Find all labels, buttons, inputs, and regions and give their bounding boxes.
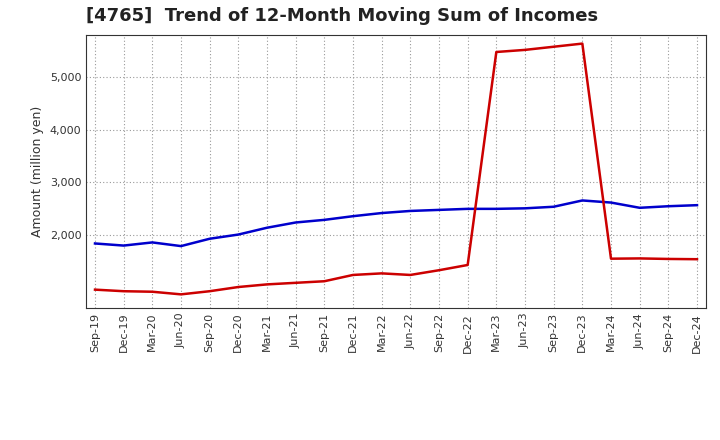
- Ordinary Income: [578, 198, 587, 203]
- Net Income: [205, 289, 214, 294]
- Net Income: [91, 287, 99, 292]
- Net Income: [521, 47, 529, 52]
- Net Income: [377, 271, 386, 276]
- Ordinary Income: [664, 204, 672, 209]
- Net Income: [406, 272, 415, 278]
- Ordinary Income: [292, 220, 300, 225]
- Net Income: [693, 257, 701, 262]
- Ordinary Income: [635, 205, 644, 210]
- Ordinary Income: [148, 240, 157, 245]
- Net Income: [348, 272, 357, 278]
- Line: Ordinary Income: Ordinary Income: [95, 201, 697, 246]
- Ordinary Income: [521, 205, 529, 211]
- Net Income: [578, 41, 587, 46]
- Net Income: [176, 292, 185, 297]
- Line: Net Income: Net Income: [95, 44, 697, 294]
- Ordinary Income: [348, 213, 357, 219]
- Ordinary Income: [234, 232, 243, 237]
- Net Income: [435, 268, 444, 273]
- Net Income: [148, 289, 157, 294]
- Net Income: [263, 282, 271, 287]
- Ordinary Income: [320, 217, 328, 223]
- Ordinary Income: [120, 243, 128, 248]
- Net Income: [464, 262, 472, 268]
- Y-axis label: Amount (million yen): Amount (million yen): [32, 106, 45, 237]
- Net Income: [320, 279, 328, 284]
- Ordinary Income: [406, 208, 415, 213]
- Ordinary Income: [377, 210, 386, 216]
- Ordinary Income: [607, 200, 616, 205]
- Ordinary Income: [205, 236, 214, 242]
- Net Income: [607, 256, 616, 261]
- Net Income: [120, 289, 128, 294]
- Ordinary Income: [464, 206, 472, 212]
- Net Income: [234, 284, 243, 290]
- Net Income: [492, 49, 500, 55]
- Ordinary Income: [263, 225, 271, 231]
- Ordinary Income: [176, 243, 185, 249]
- Ordinary Income: [91, 241, 99, 246]
- Net Income: [292, 280, 300, 286]
- Ordinary Income: [549, 204, 558, 209]
- Ordinary Income: [492, 206, 500, 212]
- Ordinary Income: [435, 207, 444, 213]
- Text: [4765]  Trend of 12-Month Moving Sum of Incomes: [4765] Trend of 12-Month Moving Sum of I…: [86, 7, 598, 26]
- Ordinary Income: [693, 202, 701, 208]
- Net Income: [549, 44, 558, 49]
- Net Income: [664, 257, 672, 262]
- Net Income: [635, 256, 644, 261]
